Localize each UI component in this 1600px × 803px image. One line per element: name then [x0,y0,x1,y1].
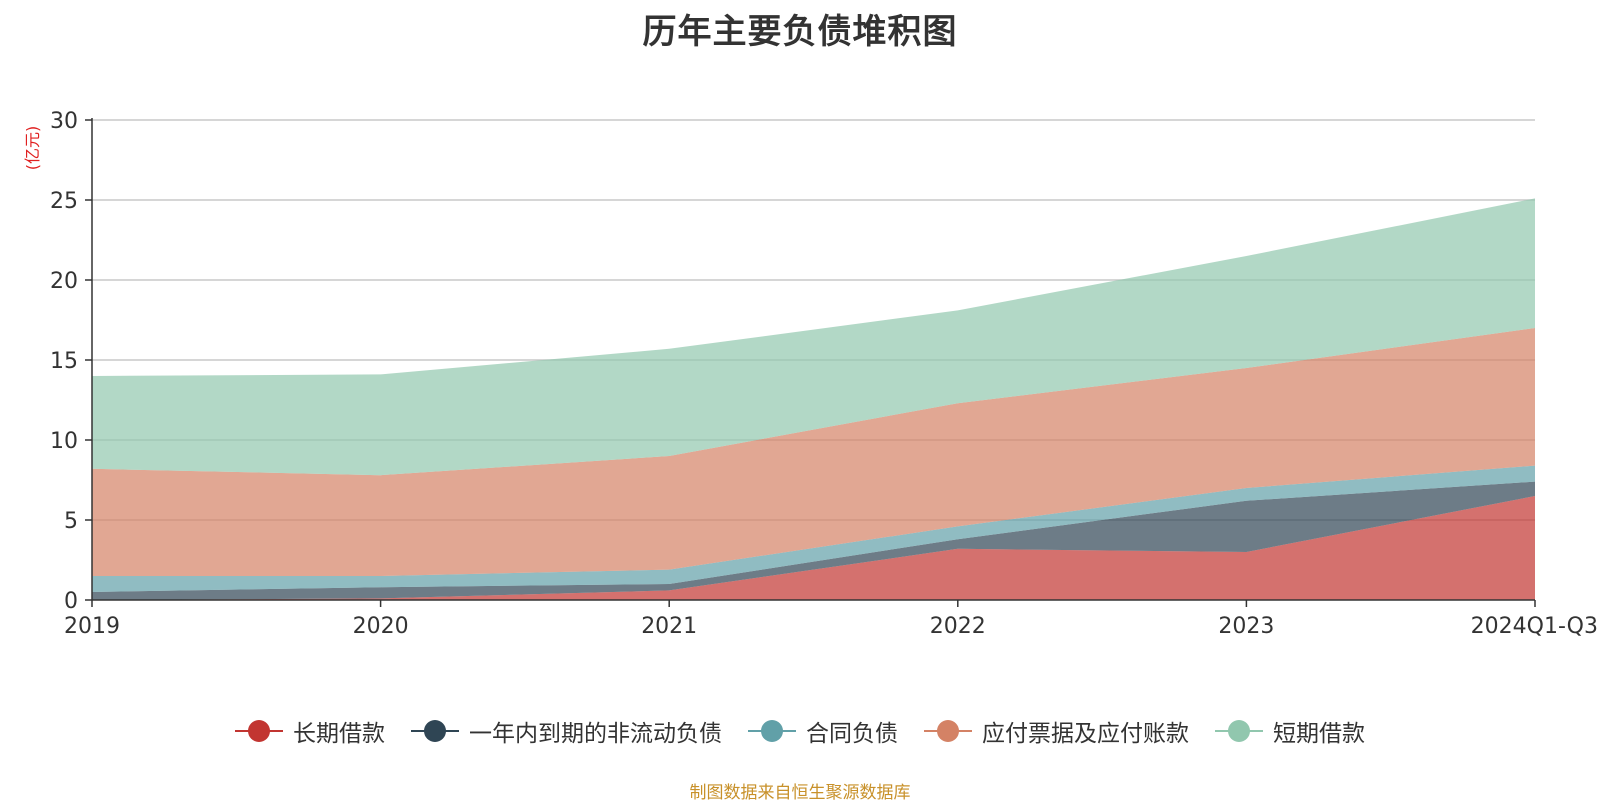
area-series-3 [92,465,1535,592]
y-tick-label: 5 [64,509,78,534]
x-tick-label: 2019 [64,614,120,639]
legend-item-5[interactable]: 短期借款 [1215,714,1365,748]
chart-legend: 长期借款 一年内到期的非流动负债 合同负债 应付票据及应付账款 短期借款 [0,714,1600,748]
legend-label: 合同负债 [806,721,898,747]
legend-marker-icon [411,719,459,743]
legend-item-4[interactable]: 应付票据及应付账款 [924,714,1189,748]
legend-marker-icon [1215,719,1263,743]
area-series-1 [92,496,1535,600]
area-series-5 [92,198,1535,476]
legend-item-1[interactable]: 长期借款 [235,714,385,748]
y-axis-label: (亿元) [23,126,42,171]
x-tick-label: 2022 [930,614,986,639]
legend-item-2[interactable]: 一年内到期的非流动负债 [411,714,722,748]
legend-item-3[interactable]: 合同负债 [748,714,898,748]
x-tick-label: 2021 [641,614,697,639]
y-tick-label: 15 [50,349,78,374]
legend-marker-icon [924,719,972,743]
y-tick-label: 30 [50,109,78,134]
y-tick-label: 10 [50,429,78,454]
x-tick-label: 2020 [353,614,409,639]
y-tick-label: 20 [50,269,78,294]
stacked-area-chart: 0 5 10 15 20 25 30 2019 2020 2021 2022 2023 2024Q1-Q… [23,109,1598,639]
x-tick-label: 2023 [1218,614,1274,639]
y-tick-label: 25 [50,189,78,214]
x-tick-label: 2024Q1-Q3 [1471,614,1598,639]
legend-label: 应付票据及应付账款 [982,721,1189,747]
legend-label: 短期借款 [1273,721,1365,747]
legend-marker-icon [748,719,796,743]
chart-title: 历年主要负债堆积图 [642,12,958,52]
data-source-note: 制图数据来自恒生聚源数据库 [689,783,911,803]
legend-label: 长期借款 [293,721,385,747]
legend-marker-icon [235,719,283,743]
area-series-2 [92,481,1535,600]
y-tick-label: 0 [64,589,78,614]
legend-label: 一年内到期的非流动负债 [469,721,722,747]
area-series-4 [92,328,1535,576]
